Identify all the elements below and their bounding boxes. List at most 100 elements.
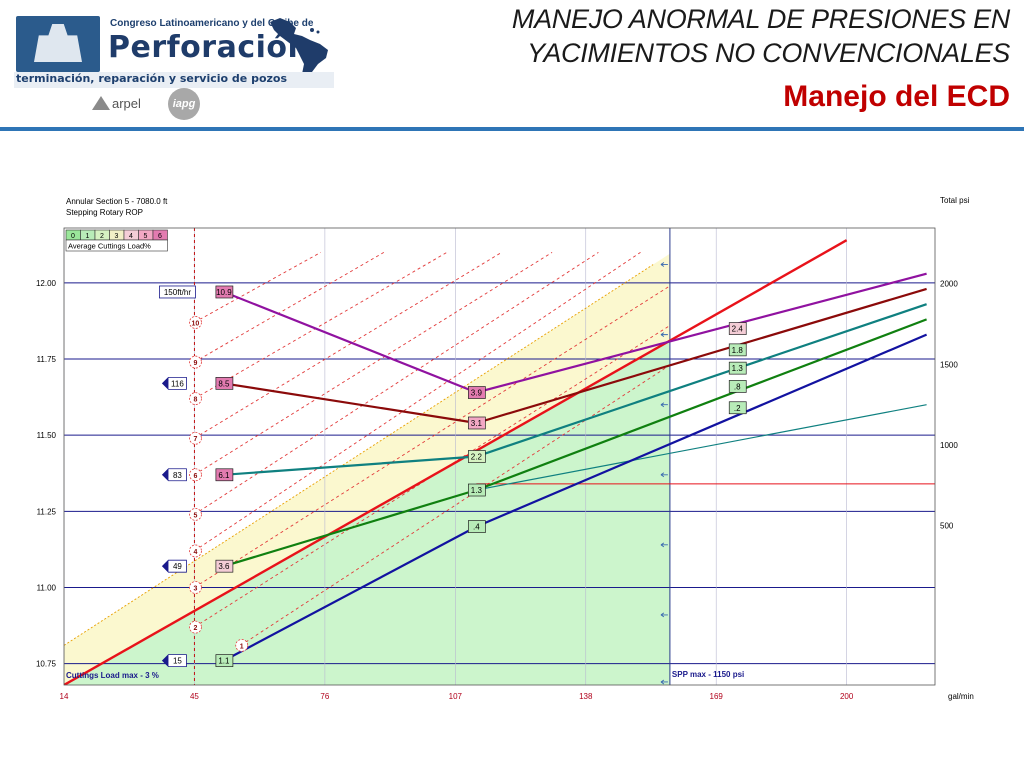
cuttings-contour-label: 6 xyxy=(193,473,197,480)
ecd-value-box xyxy=(468,483,486,497)
y-tick-label: 11.75 xyxy=(37,355,57,364)
ecd-value-box xyxy=(215,654,234,667)
latin-america-map-icon xyxy=(270,18,328,78)
x-tick-label: 107 xyxy=(449,692,463,701)
arpel-triangle-icon xyxy=(92,96,110,110)
slide-subtitle: Manejo del ECD xyxy=(783,80,1010,113)
ecd-value-box xyxy=(728,343,747,357)
y-tick-label: 12.00 xyxy=(36,279,57,288)
logo-tagline: terminación, reparación y servicio de po… xyxy=(16,72,288,85)
ecd-value-box xyxy=(728,322,747,335)
y2-tick-label: 1500 xyxy=(940,360,958,369)
x-tick-label: 138 xyxy=(579,692,593,701)
cuttings-contour-label: 3 xyxy=(193,586,197,593)
legend-title-box xyxy=(65,239,168,252)
cuttings-max-label: Cuttings Load max - 3 % xyxy=(66,671,159,680)
ecd-hydraulics-chart: 10.93.92.48.53.11.86.12.21.33.61.3.81.1.… xyxy=(36,196,974,701)
cuttings-contour-marker xyxy=(189,620,202,634)
y-tick-label: 10.75 xyxy=(36,660,57,669)
cuttings-contour-line xyxy=(194,252,599,515)
legend-box-label: 3 xyxy=(115,233,119,240)
ecd-value-label: 6.1 xyxy=(218,471,230,480)
y2-tick-label: 1000 xyxy=(940,441,958,450)
y2-axis-label: Total psi xyxy=(940,196,970,205)
cuttings-contour-label: 2 xyxy=(193,625,197,632)
logo-perforacion-text: Perforación xyxy=(108,30,310,65)
ecd-value-label: 1.1 xyxy=(218,657,230,666)
cuttings-contour-marker xyxy=(189,392,202,406)
ecd-value-label: 2.4 xyxy=(732,325,744,334)
fracture-gradient-line xyxy=(64,239,848,685)
cuttings-contour-label: 10 xyxy=(192,320,200,327)
cuttings-contour-line xyxy=(194,252,321,323)
ecd-value-box xyxy=(728,361,747,375)
cuttings-contour-marker xyxy=(189,544,202,558)
cuttings-contour-label: 1 xyxy=(240,643,244,650)
ecd-value-label: 2.2 xyxy=(471,453,483,462)
spp-arrow-icon xyxy=(660,612,668,618)
oil-rig-icon xyxy=(16,16,100,72)
ecd-value-box xyxy=(215,377,234,390)
x-axis-label: gal/min xyxy=(948,692,974,701)
cuttings-contour-line xyxy=(240,364,671,646)
legend-title: Average Cuttings Load% xyxy=(68,242,151,251)
rop-tag-arrow-icon xyxy=(162,468,169,481)
chart-info-line2: Stepping Rotary ROP xyxy=(66,208,143,217)
x-tick-label: 169 xyxy=(710,692,724,701)
cuttings-contour-line xyxy=(194,252,448,399)
rop-tag xyxy=(159,285,196,299)
spp-arrow-icon xyxy=(660,679,668,685)
spp-arrow-icon xyxy=(660,542,668,548)
legend-box-label: 6 xyxy=(158,233,162,240)
rop-label: 116 xyxy=(171,379,184,388)
x-tick-label: 14 xyxy=(60,692,69,701)
y-tick-label: 11.50 xyxy=(37,431,57,440)
ecd-value-box xyxy=(468,386,486,399)
ecd-value-label: 1.3 xyxy=(471,486,483,495)
spp-arrow-icon xyxy=(660,472,668,478)
ecd-value-label: .8 xyxy=(734,382,741,391)
cuttings-contour-line xyxy=(194,285,671,588)
cuttings-contour-label: 7 xyxy=(193,436,197,443)
ecd-value-box xyxy=(728,380,747,393)
cuttings-contour-line xyxy=(194,325,671,628)
congress-logo: Congreso Latinoamericano y del Caribe de… xyxy=(14,14,344,120)
ecd-value-label: 8.5 xyxy=(218,379,230,388)
cuttings-boundary-line xyxy=(64,264,654,646)
cuttings-contour-label: 4 xyxy=(193,549,197,556)
iapg-logo: iapg xyxy=(168,88,200,120)
plot-layer xyxy=(64,228,935,685)
rop-tag-arrow-icon xyxy=(162,377,169,390)
logo-band xyxy=(14,72,334,88)
cuttings-contour-line xyxy=(194,252,385,363)
legend-box-label: 4 xyxy=(129,233,133,240)
rop-label: 49 xyxy=(173,562,182,571)
ecd-chart-container: 10.9 3.9 2.4 8.5 3.1 1.8 6.1 2.2 1.3 3.6 1.3.8 1.1.… xyxy=(0,188,1024,708)
slide-header: Congreso Latinoamericano y del Caribe de… xyxy=(0,0,1024,132)
logo-congress-text: Congreso Latinoamericano y del Caribe de xyxy=(110,18,314,29)
rop-label: 15 xyxy=(173,657,182,666)
ecd-value-box xyxy=(468,520,486,533)
ecd-value-label: .4 xyxy=(473,523,480,532)
legend-box-label: 2 xyxy=(100,233,104,240)
ecd-value-label: .2 xyxy=(734,404,741,413)
slide-title-line1: MANEJO ANORMAL DE PRESIONES EN xyxy=(511,4,1010,34)
spp-curve xyxy=(476,404,927,491)
cuttings-contour-line xyxy=(194,252,553,476)
cuttings-contour-marker xyxy=(235,638,249,652)
arpel-logo: arpel xyxy=(92,96,141,111)
legend-box-label: 0 xyxy=(71,233,75,240)
y2-tick-label: 500 xyxy=(940,522,954,531)
ecd-value-label: 1.3 xyxy=(732,364,744,373)
rop-tag-arrow-icon xyxy=(162,560,169,573)
slide-title-line2: YACIMIENTOS NO CONVENCIONALES xyxy=(527,38,1010,68)
ecd-value-label: 1.8 xyxy=(732,346,744,355)
ecd-value-box xyxy=(215,559,234,573)
ecd-value-box xyxy=(468,450,486,463)
cuttings-contour-marker xyxy=(189,581,202,594)
x-tick-label: 200 xyxy=(840,692,854,701)
spp-arrow-icon xyxy=(660,262,668,267)
spp-arrow-icon xyxy=(660,332,668,338)
ecd-value-label: 3.1 xyxy=(471,419,483,428)
legend-box-label: 1 xyxy=(86,233,90,240)
